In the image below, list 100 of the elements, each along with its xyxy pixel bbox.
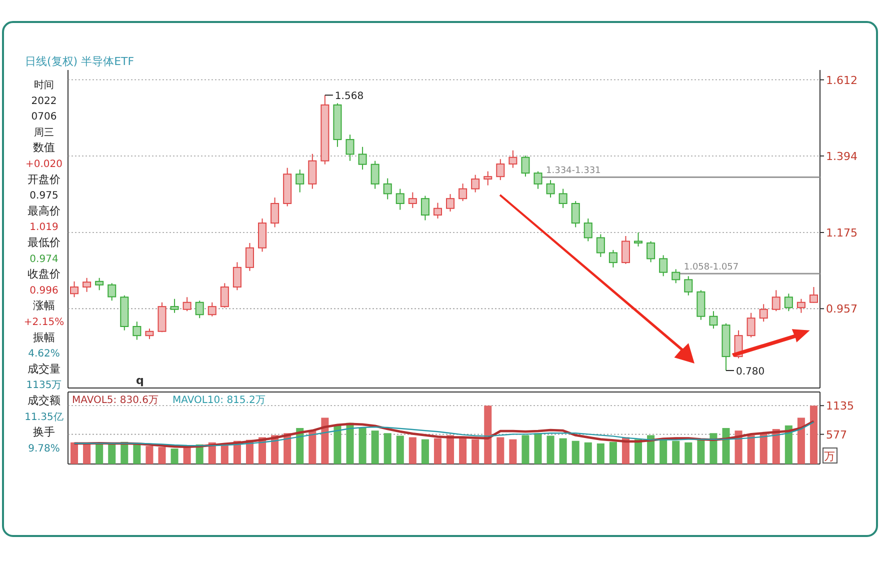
text: 11.35亿 bbox=[24, 412, 64, 423]
y-axis-title: 万 bbox=[824, 450, 835, 463]
candlestick bbox=[784, 293, 793, 312]
candlestick bbox=[145, 328, 154, 340]
band-label: 1.334-1.331 bbox=[546, 166, 601, 176]
candlestick bbox=[534, 170, 542, 190]
bar bbox=[672, 440, 680, 464]
text: 振幅 bbox=[33, 330, 55, 344]
text: 最低价 bbox=[28, 236, 60, 249]
text: 0706 bbox=[31, 112, 57, 123]
text: 0.974 bbox=[30, 254, 58, 265]
candlestick bbox=[108, 282, 116, 302]
bar bbox=[421, 439, 429, 464]
annotation: 1.568 bbox=[334, 91, 364, 102]
candlestick bbox=[358, 146, 367, 170]
bar bbox=[760, 433, 768, 464]
candlestick bbox=[709, 310, 718, 330]
candlestick bbox=[584, 218, 592, 242]
y-tick-label: 1.394 bbox=[826, 150, 858, 163]
bar bbox=[522, 435, 530, 464]
bar bbox=[609, 442, 617, 464]
bar bbox=[710, 433, 718, 464]
bar bbox=[308, 430, 316, 464]
text: 4.62% bbox=[28, 348, 60, 360]
bar bbox=[697, 439, 705, 464]
bar bbox=[358, 428, 366, 464]
candlestick bbox=[383, 178, 392, 200]
bar bbox=[559, 438, 567, 464]
candlestick bbox=[571, 200, 580, 228]
candlestick bbox=[208, 302, 216, 317]
candlestick bbox=[809, 286, 818, 304]
y-tick-label: 1.175 bbox=[826, 226, 858, 240]
text: 2022 bbox=[31, 96, 57, 107]
text: 涨幅 bbox=[33, 299, 55, 312]
text: 1135万 bbox=[26, 380, 62, 392]
candlestick bbox=[646, 240, 656, 263]
bar bbox=[83, 443, 91, 464]
bar bbox=[170, 448, 178, 464]
bar bbox=[472, 439, 480, 464]
bar bbox=[408, 437, 416, 464]
bar bbox=[534, 433, 542, 464]
candlestick bbox=[484, 170, 492, 186]
bar bbox=[346, 422, 354, 464]
candlestick bbox=[608, 249, 618, 268]
bar bbox=[509, 439, 517, 464]
candlestick bbox=[195, 300, 204, 319]
candlestick bbox=[772, 290, 780, 312]
bar bbox=[146, 446, 154, 464]
candlestick bbox=[170, 298, 179, 314]
bar bbox=[96, 444, 104, 464]
candlestick bbox=[684, 276, 693, 296]
candlestick bbox=[458, 183, 468, 202]
band-label: 1.058-1.057 bbox=[684, 262, 739, 272]
text: 成交量 bbox=[28, 362, 60, 376]
candlestick bbox=[182, 296, 192, 312]
text: +0.020 bbox=[25, 159, 63, 170]
bar bbox=[321, 418, 329, 464]
y-tick-label: 1135 bbox=[826, 400, 854, 413]
bar bbox=[334, 425, 342, 464]
candlestick bbox=[346, 134, 354, 162]
candlestick bbox=[370, 160, 380, 190]
bar bbox=[133, 443, 141, 464]
bar bbox=[158, 447, 166, 464]
text: 时间 bbox=[34, 79, 54, 91]
candlestick bbox=[82, 277, 92, 292]
bar bbox=[459, 437, 467, 464]
text: 周三 bbox=[34, 127, 54, 138]
candlestick bbox=[546, 180, 555, 198]
candlestick bbox=[132, 321, 142, 340]
candlestick bbox=[95, 277, 104, 291]
candlestick bbox=[232, 262, 242, 291]
annotation: q bbox=[136, 374, 144, 387]
bar bbox=[660, 438, 668, 464]
bar bbox=[784, 425, 792, 464]
y-tick-label: 1.612 bbox=[826, 74, 858, 87]
bar bbox=[596, 443, 604, 464]
candlestick bbox=[471, 174, 480, 193]
text: 0.996 bbox=[30, 285, 58, 296]
bar bbox=[484, 406, 492, 464]
bar bbox=[384, 433, 392, 464]
bar bbox=[584, 442, 592, 464]
bar bbox=[434, 438, 442, 464]
text: 最高价 bbox=[28, 204, 60, 218]
annotation: 0.780 bbox=[736, 366, 765, 378]
y-tick-label: 577 bbox=[826, 428, 847, 442]
candlestick bbox=[433, 202, 442, 220]
candlestick bbox=[634, 232, 643, 247]
text: 开盘价 bbox=[28, 172, 60, 186]
candlestick bbox=[446, 194, 455, 212]
chart-title: 日线(复权) 半导体ETF bbox=[25, 55, 134, 68]
candlestick bbox=[621, 235, 630, 264]
bar bbox=[747, 435, 755, 464]
text: MAVOL10: 815.2万 bbox=[172, 395, 266, 406]
text: MAVOL5: 830.6万 bbox=[72, 395, 158, 406]
text: 9.78% bbox=[28, 443, 60, 454]
candlestick bbox=[759, 304, 768, 322]
candlestick bbox=[521, 155, 530, 178]
candlestick bbox=[596, 234, 605, 258]
text: 收盘价 bbox=[28, 268, 60, 281]
candlestick bbox=[508, 150, 518, 168]
